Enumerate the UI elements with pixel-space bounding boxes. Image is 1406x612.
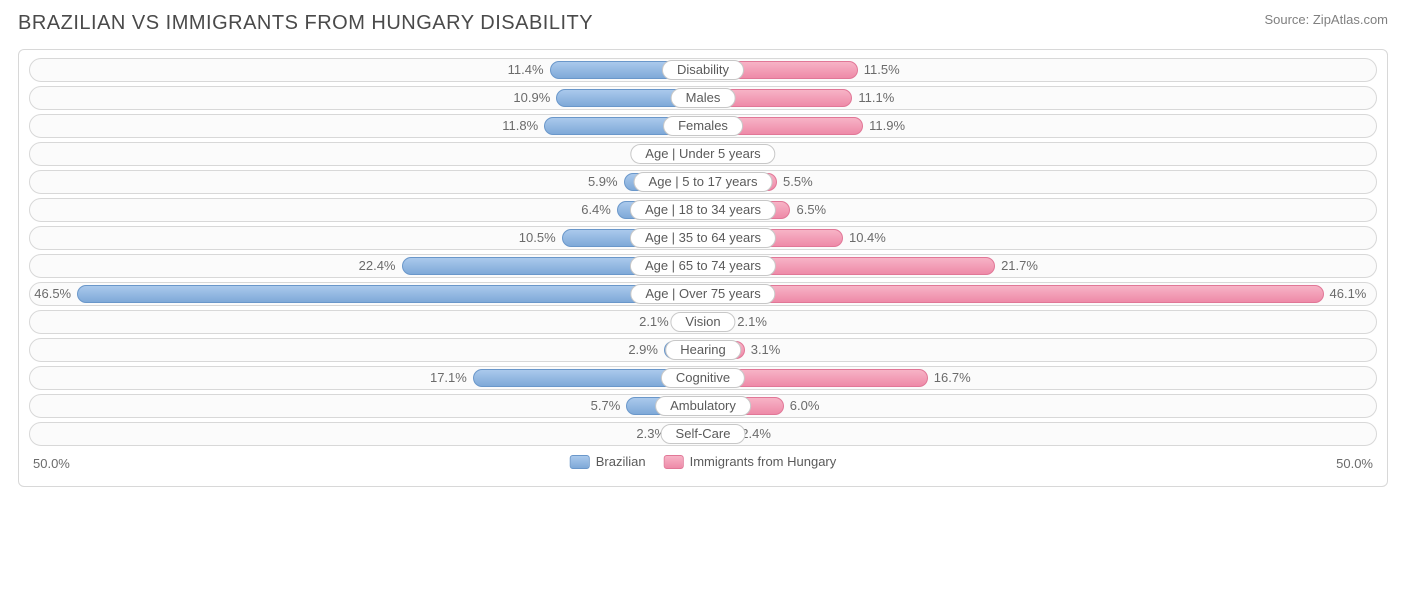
bar-track: 2.3%2.4%Self-Care: [29, 422, 1377, 446]
bar-track: 11.8% 11.9% Females: [29, 114, 1377, 138]
bar-track: 17.1% 16.7% Cognitive: [29, 366, 1377, 390]
category-label: Females: [663, 116, 743, 136]
legend: Brazilian Immigrants from Hungary: [570, 454, 837, 469]
value-label-right: 11.5%: [864, 59, 900, 81]
value-label-left: 10.5%: [519, 227, 556, 249]
category-label: Age | Over 75 years: [630, 284, 775, 304]
category-label: Males: [671, 88, 736, 108]
bar-track: 10.9% 11.1% Males: [29, 86, 1377, 110]
bar-row: 5.7% 6.0% Ambulatory: [29, 392, 1377, 420]
chart-footer: 50.0% Brazilian Immigrants from Hungary …: [29, 454, 1377, 476]
bar-row: 10.9% 11.1% Males: [29, 84, 1377, 112]
value-label-right: 2.1%: [737, 311, 767, 333]
value-label-right: 46.1%: [1330, 283, 1367, 305]
value-label-left: 46.5%: [34, 283, 71, 305]
bar-track: 5.7% 6.0% Ambulatory: [29, 394, 1377, 418]
value-label-right: 21.7%: [1001, 255, 1038, 277]
bar-right: [703, 285, 1324, 303]
value-label-left: 6.4%: [581, 199, 611, 221]
bar-left: [77, 285, 703, 303]
bar-row: 46.5% 46.1% Age | Over 75 years: [29, 280, 1377, 308]
category-label: Age | 65 to 74 years: [630, 256, 776, 276]
bar-row: 2.1% 2.1%Vision: [29, 308, 1377, 336]
bar-track: 5.9% 5.5% Age | 5 to 17 years: [29, 170, 1377, 194]
value-label-right: 5.5%: [783, 171, 813, 193]
bar-row: 2.9% 3.1% Hearing: [29, 336, 1377, 364]
category-label: Vision: [670, 312, 735, 332]
value-label-right: 2.4%: [741, 423, 771, 445]
bar-row: 11.8% 11.9% Females: [29, 112, 1377, 140]
bar-row: 1.5%1.4%Age | Under 5 years: [29, 140, 1377, 168]
value-label-right: 16.7%: [934, 367, 971, 389]
bar-row: 10.5% 10.4% Age | 35 to 64 years: [29, 224, 1377, 252]
legend-swatch-right: [664, 455, 684, 469]
value-label-right: 3.1%: [751, 339, 781, 361]
value-label-left: 11.8%: [502, 115, 538, 137]
bar-track: 11.4% 11.5% Disability: [29, 58, 1377, 82]
legend-label-right: Immigrants from Hungary: [690, 454, 837, 469]
axis-left-label: 50.0%: [33, 456, 70, 471]
bar-row: 6.4% 6.5% Age | 18 to 34 years: [29, 196, 1377, 224]
bar-track: 1.5%1.4%Age | Under 5 years: [29, 142, 1377, 166]
legend-item-right: Immigrants from Hungary: [664, 454, 837, 469]
category-label: Age | Under 5 years: [630, 144, 775, 164]
value-label-left: 17.1%: [430, 367, 467, 389]
value-label-left: 11.4%: [508, 59, 544, 81]
value-label-right: 6.0%: [790, 395, 820, 417]
chart-body: 11.4% 11.5% Disability 10.9% 11.1% Males 11.8%…: [18, 49, 1388, 487]
value-label-left: 2.9%: [628, 339, 658, 361]
bar-row: 11.4% 11.5% Disability: [29, 56, 1377, 84]
category-label: Disability: [662, 60, 744, 80]
bar-track: 2.1% 2.1%Vision: [29, 310, 1377, 334]
bar-track: 2.9% 3.1% Hearing: [29, 338, 1377, 362]
bar-row: 17.1% 16.7% Cognitive: [29, 364, 1377, 392]
category-label: Cognitive: [661, 368, 745, 388]
legend-label-left: Brazilian: [596, 454, 646, 469]
bar-track: 22.4% 21.7% Age | 65 to 74 years: [29, 254, 1377, 278]
category-label: Age | 5 to 17 years: [634, 172, 773, 192]
bar-track: 46.5% 46.1% Age | Over 75 years: [29, 282, 1377, 306]
value-label-left: 5.7%: [591, 395, 621, 417]
value-label-right: 11.1%: [858, 87, 894, 109]
legend-item-left: Brazilian: [570, 454, 646, 469]
bar-row: 2.3%2.4%Self-Care: [29, 420, 1377, 448]
category-label: Self-Care: [661, 424, 746, 444]
value-label-left: 10.9%: [513, 87, 550, 109]
axis-right-label: 50.0%: [1336, 456, 1373, 471]
value-label-right: 10.4%: [849, 227, 886, 249]
bar-track: 10.5% 10.4% Age | 35 to 64 years: [29, 226, 1377, 250]
bar-row: 22.4% 21.7% Age | 65 to 74 years: [29, 252, 1377, 280]
category-label: Age | 18 to 34 years: [630, 200, 776, 220]
value-label-left: 5.9%: [588, 171, 618, 193]
source-label: Source: ZipAtlas.com: [1264, 12, 1388, 27]
category-label: Hearing: [665, 340, 741, 360]
legend-swatch-left: [570, 455, 590, 469]
value-label-right: 11.9%: [869, 115, 905, 137]
value-label-left: 2.1%: [639, 311, 669, 333]
value-label-right: 6.5%: [796, 199, 826, 221]
category-label: Ambulatory: [655, 396, 751, 416]
bar-track: 6.4% 6.5% Age | 18 to 34 years: [29, 198, 1377, 222]
chart-title: BRAZILIAN VS IMMIGRANTS FROM HUNGARY DIS…: [18, 12, 593, 35]
chart-container: BRAZILIAN VS IMMIGRANTS FROM HUNGARY DIS…: [0, 0, 1406, 505]
bar-row: 5.9% 5.5% Age | 5 to 17 years: [29, 168, 1377, 196]
header: BRAZILIAN VS IMMIGRANTS FROM HUNGARY DIS…: [18, 12, 1388, 35]
bar-rows: 11.4% 11.5% Disability 10.9% 11.1% Males 11.8%…: [29, 56, 1377, 448]
category-label: Age | 35 to 64 years: [630, 228, 776, 248]
value-label-left: 22.4%: [359, 255, 396, 277]
